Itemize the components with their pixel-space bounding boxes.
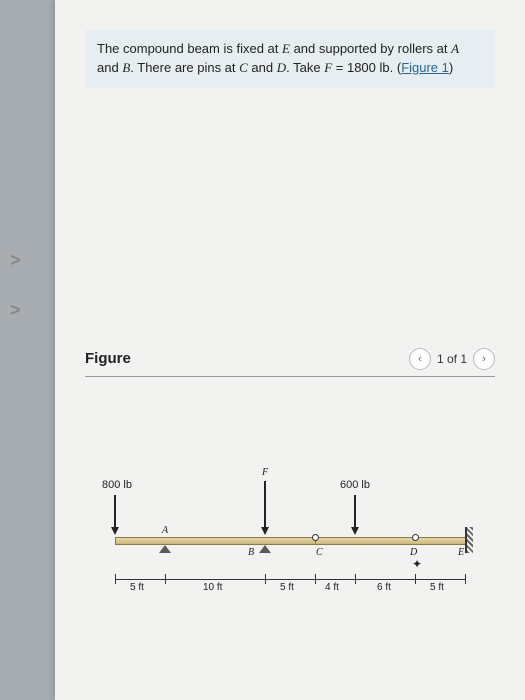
- var-E: E: [282, 41, 290, 56]
- pin-D: [412, 534, 419, 541]
- var-F: F: [324, 60, 332, 75]
- beam-left: [115, 537, 317, 545]
- page-container: The compound beam is fixed at E and supp…: [55, 0, 525, 700]
- load-600lb-head: [351, 527, 359, 535]
- load-F-label: F: [262, 467, 268, 478]
- text: . There are pins at: [130, 60, 239, 75]
- load-600lb-arrow: [354, 495, 356, 527]
- beam-right: [315, 537, 467, 545]
- label-B: B: [248, 547, 254, 558]
- text: . (: [390, 60, 402, 75]
- figure-header: Figure ‹ 1 of 1 ›: [85, 348, 495, 377]
- figure-section: Figure ‹ 1 of 1 › 800 lb F 600 lb: [85, 348, 495, 617]
- label-C: C: [316, 547, 323, 558]
- load-F-arrow: [264, 481, 266, 527]
- text: and supported by rollers at: [290, 41, 451, 56]
- text: =: [332, 60, 347, 75]
- text: and: [248, 60, 277, 75]
- text: . Take: [286, 60, 324, 75]
- dim-tick: [265, 574, 266, 584]
- dim-4ft: 4 ft: [325, 582, 339, 593]
- pager-prev-button[interactable]: ‹: [409, 348, 431, 370]
- dim-5ft-3: 5 ft: [430, 582, 444, 593]
- load-800lb-label: 800 lb: [102, 479, 132, 491]
- pager-text: 1 of 1: [437, 352, 467, 366]
- dim-5ft-2: 5 ft: [280, 582, 294, 593]
- pin-C: [312, 534, 319, 541]
- var-D: D: [277, 60, 286, 75]
- figure-link[interactable]: Figure 1: [401, 60, 449, 75]
- text: ): [449, 60, 453, 75]
- label-E: E: [458, 547, 464, 558]
- beam-diagram: 800 lb F 600 lb A B C D ✦: [100, 447, 480, 617]
- fixed-E: [465, 527, 473, 553]
- dim-5ft-1: 5 ft: [130, 582, 144, 593]
- pager-next-button[interactable]: ›: [473, 348, 495, 370]
- dim-tick: [355, 574, 356, 584]
- figure-pager: ‹ 1 of 1 ›: [409, 348, 495, 370]
- problem-statement: The compound beam is fixed at E and supp…: [85, 30, 495, 88]
- dim-6ft: 6 ft: [377, 582, 391, 593]
- roller-A: [157, 545, 173, 555]
- load-600lb-label: 600 lb: [340, 479, 370, 491]
- var-A: A: [451, 41, 459, 56]
- nav-prev-outer[interactable]: >: [10, 250, 21, 271]
- dim-tick: [415, 574, 416, 584]
- dim-tick: [165, 574, 166, 584]
- dim-tick: [465, 574, 466, 584]
- dim-tick: [315, 574, 316, 584]
- dim-tick: [115, 574, 116, 584]
- dim-10ft: 10 ft: [203, 582, 222, 593]
- load-800lb-head: [111, 527, 119, 535]
- dimension-line: [115, 579, 465, 580]
- var-C: C: [239, 60, 248, 75]
- label-A: A: [162, 525, 168, 536]
- cursor-icon: ✦: [412, 557, 422, 571]
- force-value: 1800 lb: [347, 60, 390, 75]
- text: The compound beam is fixed at: [97, 41, 282, 56]
- text: and: [97, 60, 122, 75]
- nav-next-outer[interactable]: >: [10, 300, 21, 321]
- load-F-head: [261, 527, 269, 535]
- roller-B: [257, 545, 273, 555]
- load-800lb-arrow: [114, 495, 116, 527]
- figure-title: Figure: [85, 350, 131, 367]
